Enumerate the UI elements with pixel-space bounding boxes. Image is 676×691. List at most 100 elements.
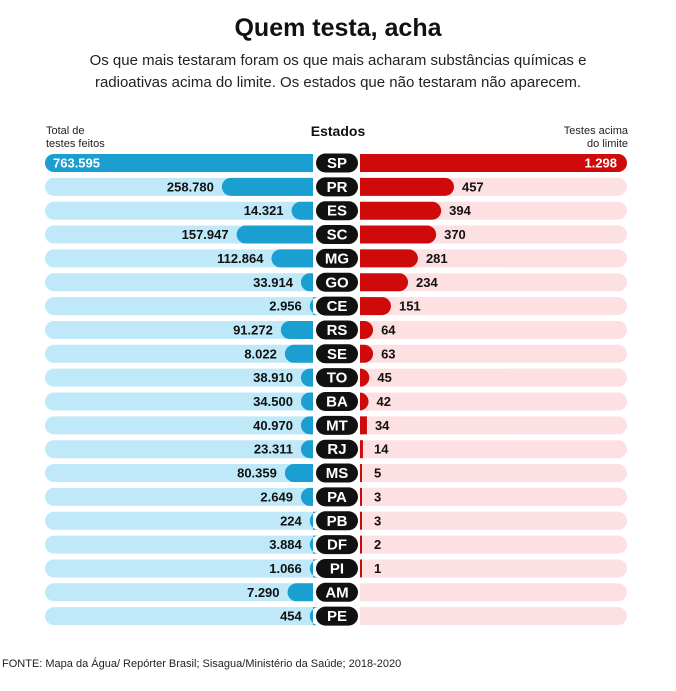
right-track-pb (360, 511, 627, 530)
right-track-df (360, 535, 627, 554)
right-track-rj (360, 440, 627, 459)
state-pill-es (316, 201, 358, 221)
left-bar-to (300, 368, 313, 387)
left-bar-pa (300, 487, 313, 506)
left-track-se (45, 344, 313, 363)
state-label-rs: RS (327, 322, 348, 339)
right-value-pi: 1 (374, 561, 381, 576)
left-track-pi (45, 559, 313, 578)
state-pill-ba (316, 392, 358, 411)
right-value-ce: 151 (399, 299, 421, 314)
right-track-se (360, 344, 627, 363)
state-label-pa: PA (327, 489, 347, 506)
left-value-mg: 112.864 (217, 251, 264, 266)
right-value-ba: 42 (377, 394, 391, 409)
left-value-df: 3.884 (269, 537, 302, 552)
right-value-mg: 281 (426, 251, 448, 266)
state-pill-go (316, 272, 358, 292)
right-track-pi (360, 559, 627, 578)
state-pill-mg (316, 248, 358, 268)
right-bar-sp (360, 154, 627, 172)
state-label-am: AM (325, 584, 348, 601)
left-value-pb: 224 (280, 513, 302, 528)
left-bar-am (287, 583, 313, 602)
right-bar-rs (360, 320, 374, 339)
state-label-ba: BA (326, 394, 348, 411)
left-value-sc: 157.947 (182, 227, 229, 242)
right-value-pr: 457 (462, 179, 484, 194)
left-bar-pr (221, 177, 313, 196)
left-bar-ms (284, 464, 313, 483)
right-value-mt: 34 (375, 418, 390, 433)
right-value-go: 234 (416, 275, 438, 290)
right-bar-pr (360, 177, 454, 196)
left-value-ms: 80.359 (237, 466, 277, 481)
state-pill-pr (316, 177, 358, 197)
right-track-mg (360, 249, 627, 268)
right-track-go (360, 273, 627, 292)
right-value-pb: 3 (374, 513, 381, 528)
state-pill-se (316, 344, 358, 364)
state-label-pi: PI (330, 560, 344, 577)
left-track-go (45, 273, 313, 292)
left-track-pb (45, 511, 313, 530)
right-track-am (360, 583, 627, 602)
state-pill-pb (316, 511, 358, 531)
state-pill-sp (316, 153, 358, 173)
right-track-ba (360, 392, 627, 411)
left-value-pa: 2.649 (260, 489, 293, 504)
right-bar-to (360, 368, 370, 387)
left-value-ba: 34.500 (253, 394, 293, 409)
chart-title: Quem testa, acha (234, 14, 442, 42)
right-value-pa: 3 (374, 489, 381, 504)
state-label-mt: MT (326, 417, 348, 434)
left-bar-mt (300, 416, 313, 435)
right-value-se: 63 (381, 346, 395, 361)
right-bar-pi (360, 559, 362, 578)
state-label-pb: PB (327, 513, 348, 530)
right-value-to: 45 (377, 370, 391, 385)
left-track-es (45, 201, 313, 220)
left-bar-go (300, 273, 313, 292)
left-value-go: 33.914 (253, 275, 294, 290)
center-axis-label: Estados (310, 123, 366, 139)
right-track-mt (360, 416, 627, 435)
left-value-to: 38.910 (253, 370, 293, 385)
state-pill-pa (316, 487, 358, 507)
right-track-to (360, 368, 627, 387)
right-value-sp: 1.298 (584, 156, 617, 171)
state-label-pr: PR (327, 179, 348, 196)
right-axis-label: Testes acima do limite (563, 125, 628, 150)
state-pill-pi (316, 558, 358, 578)
left-value-am: 7.290 (247, 585, 280, 600)
left-value-rs: 91.272 (233, 322, 273, 337)
right-track-ms (360, 464, 627, 483)
right-bar-ba (359, 392, 369, 411)
left-value-se: 8.022 (244, 346, 277, 361)
right-bar-go (360, 273, 409, 292)
right-bar-se (360, 344, 374, 363)
right-bar-rj (360, 440, 363, 459)
left-bar-mg (271, 249, 313, 268)
left-track-to (45, 368, 313, 387)
right-track-pa (360, 487, 627, 506)
state-pill-am (316, 582, 358, 602)
left-bar-ba (300, 392, 313, 411)
left-bar-rs (280, 320, 313, 339)
state-label-go: GO (325, 274, 349, 291)
left-bar-df (309, 535, 319, 554)
right-bar-ce (360, 297, 391, 316)
left-track-pe (45, 607, 313, 626)
right-bar-pa (360, 487, 362, 506)
right-bar-mt (360, 416, 367, 435)
left-track-rj (45, 440, 313, 459)
left-value-es: 14.321 (244, 203, 284, 218)
left-bar-ce (309, 297, 319, 316)
left-bar-es (291, 201, 313, 220)
state-label-to: TO (327, 370, 348, 387)
left-value-pe: 454 (280, 609, 302, 624)
right-value-rs: 64 (381, 322, 396, 337)
left-value-mt: 40.970 (253, 418, 293, 433)
state-pill-to (316, 368, 358, 388)
chart-subtitle: Os que mais testaram foram os que mais a… (89, 52, 587, 91)
